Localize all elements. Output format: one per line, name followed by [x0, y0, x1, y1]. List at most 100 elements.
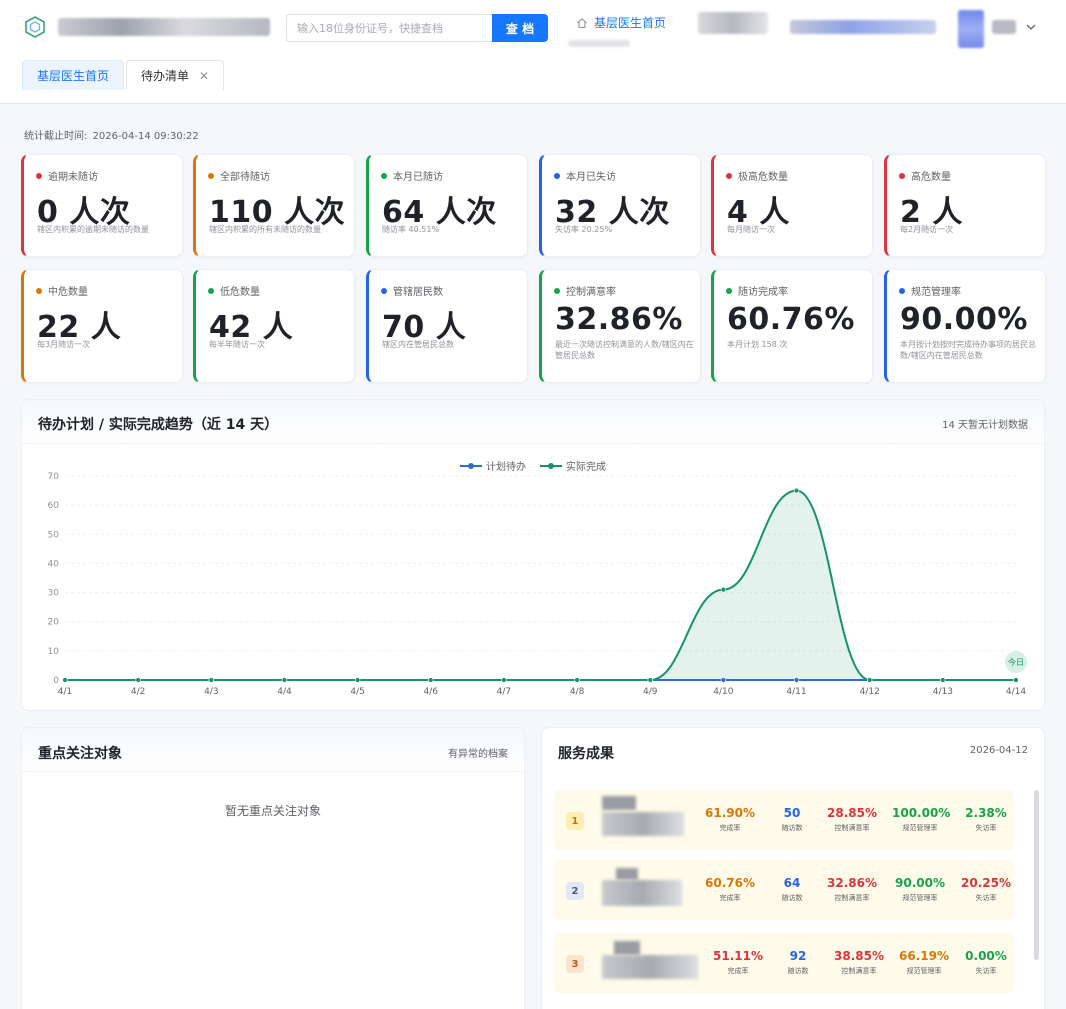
trend-chart: 0 10 20 30 40 50 60 70 4/1 4/2 4/3 4/4 4/5 4/6 4/7 4/8 4…	[48, 472, 1027, 697]
metric-value: 20.25%	[961, 876, 1011, 890]
nav-home-link[interactable]: 基层医生首页	[576, 14, 666, 31]
card-label-text: 本月已失访	[566, 172, 616, 183]
status-dot-icon	[381, 172, 387, 179]
list-item[interactable]: 2 60.76% 完成率 64 随访数 32.86% 控制满意率 90.00% 规范管理…	[554, 860, 1014, 920]
today-label: 今日	[1008, 657, 1024, 667]
y-tick-label: 50	[48, 530, 60, 540]
stat-time-label: 统计截止时间:	[24, 131, 88, 142]
nav-subtitle-redacted	[568, 40, 630, 47]
metric-label: 规范管理率	[902, 824, 938, 832]
legend-item-actual[interactable]: 实际完成	[540, 458, 606, 473]
tab-label: 基层医生首页	[37, 69, 110, 83]
card-sub: 每3月随访一次	[37, 340, 91, 349]
avatar[interactable]	[958, 10, 984, 48]
user-name-redacted	[992, 20, 1016, 34]
x-tick-label: 4/3	[204, 687, 218, 697]
card-label: 极高危数量	[726, 168, 788, 183]
list-item[interactable]: 1 61.90% 完成率 50 随访数 28.85% 控制满意率 100.00% 规范管…	[554, 790, 1014, 850]
card-very-high-risk[interactable]: 极高危数量 4 人 每月随访一次	[711, 154, 873, 257]
card-label-text: 低危数量	[220, 287, 260, 298]
y-tick-label: 40	[48, 559, 60, 569]
x-tick-label: 4/11	[786, 687, 806, 697]
card-label: 控制满意率	[554, 283, 616, 298]
close-icon[interactable]: ✕	[199, 68, 210, 83]
metric-label: 完成率	[727, 967, 749, 975]
panel-header	[22, 400, 1044, 444]
name-redacted	[602, 796, 636, 810]
data-point	[62, 677, 68, 683]
data-point	[208, 677, 215, 683]
data-point	[354, 677, 361, 683]
card-value: 32.86%	[555, 302, 683, 337]
tab-doctor-home[interactable]: 基层医生首页	[22, 60, 125, 90]
status-dot-icon	[899, 172, 905, 179]
scrollbar[interactable]	[1034, 790, 1039, 960]
tab-todo-list[interactable]: 待办清单 ✕	[126, 60, 225, 90]
card-high-risk[interactable]: 高危数量 2 人 每2月随访一次	[884, 154, 1046, 257]
today-marker	[1005, 651, 1027, 673]
service-panel: 服务成果 2026-04-12 1 61.90% 完成率 50 随访数 28.85%…	[541, 727, 1045, 1009]
metric-label: 失访率	[975, 824, 997, 832]
list-item[interactable]: 3 51.11% 完成率 92 随访数 38.85% 控制满意率 66.19% 规范管理…	[554, 933, 1014, 993]
status-dot-icon	[899, 287, 905, 294]
card-sub: 辖区内在管居民总数	[382, 340, 454, 349]
metric-label: 控制满意率	[834, 894, 870, 902]
legend-item-plan[interactable]: 计划待办	[460, 458, 526, 473]
metric-lost: 0.00% 失访率	[958, 949, 1014, 976]
card-value: 0 人次	[37, 195, 131, 230]
focus-empty-text: 暂无重点关注对象	[224, 804, 321, 818]
app-logo-icon	[25, 16, 45, 38]
status-dot-icon	[208, 172, 214, 179]
card-sub: 每半年随访一次	[209, 340, 265, 349]
metric-completion: 60.76% 完成率	[702, 876, 758, 903]
card-label: 中危数量	[36, 283, 88, 298]
card-overdue[interactable]: 逾期未随访 0 人次 辖区内积累的逾期未随访的数量	[21, 154, 183, 257]
card-managed-residents[interactable]: 管辖居民数 70 人 辖区内在管居民总数	[366, 269, 528, 383]
y-tick-label: 60	[48, 501, 60, 511]
card-standard-management[interactable]: 规范管理率 90.00% 本月按计划按时完成待办事项的居民总数/辖区内在管居民总…	[884, 269, 1046, 383]
org-redacted	[602, 955, 698, 979]
card-value: 60.76%	[727, 302, 855, 337]
chevron-down-icon[interactable]	[1024, 20, 1038, 34]
card-label-text: 逾期未随访	[48, 172, 98, 183]
card-label: 高危数量	[899, 168, 951, 183]
card-sub: 失访率 20.25%	[555, 225, 613, 234]
card-followed-this-month[interactable]: 本月已随访 64 人次 随访率 40.51%	[366, 154, 528, 257]
metric-value: 60.76%	[705, 876, 755, 890]
search-button[interactable]: 查 档	[492, 14, 548, 42]
home-icon	[577, 17, 587, 28]
card-value: 4 人	[727, 195, 790, 230]
card-label: 规范管理率	[899, 283, 961, 298]
y-tick-label: 30	[48, 589, 60, 599]
x-tick-label: 4/13	[933, 687, 953, 697]
card-sub: 辖区内积累的逾期未随访的数量	[37, 225, 149, 234]
card-completion-rate[interactable]: 随访完成率 60.76% 本月计划 158 次	[711, 269, 873, 383]
card-control-satisfaction[interactable]: 控制满意率 32.86% 最近一次随访控制满意的人数/辖区内在管居民总数	[539, 269, 701, 383]
metric-label: 失访率	[975, 894, 997, 902]
id-search-input[interactable]	[286, 14, 493, 42]
app-name-redacted	[58, 18, 270, 36]
status-dot-icon	[36, 172, 42, 179]
focus-note: 有异常的档案	[448, 749, 508, 760]
card-mid-risk[interactable]: 中危数量 22 人 每3月随访一次	[21, 269, 183, 383]
top-bar: 查 档 基层医生首页	[0, 0, 1066, 56]
metric-value: 100.00%	[892, 806, 951, 820]
x-tick-label: 4/9	[643, 687, 658, 697]
rank-badge: 1	[566, 812, 584, 830]
status-dot-icon	[554, 287, 560, 294]
name-redacted	[616, 868, 638, 880]
metric-value: 51.11%	[713, 949, 763, 963]
header-info-redacted	[698, 12, 768, 34]
x-tick-label: 4/12	[860, 687, 880, 697]
card-low-risk[interactable]: 低危数量 42 人 每半年随访一次	[193, 269, 355, 383]
data-point	[720, 677, 727, 683]
legend-label: 实际完成	[566, 462, 606, 473]
card-lost-this-month[interactable]: 本月已失访 32 人次 失访率 20.25%	[539, 154, 701, 257]
card-all-pending[interactable]: 全部待随访 110 人次 辖区内积累的所有未随访的数量	[193, 154, 355, 257]
card-value: 2 人	[900, 195, 963, 230]
service-title: 服务成果	[558, 746, 614, 762]
metric-followups: 64 随访数	[764, 876, 820, 903]
card-sub: 辖区内积累的所有未随访的数量	[209, 225, 321, 234]
metric-value: 50	[783, 806, 801, 820]
metric-label: 控制满意率	[841, 967, 877, 975]
